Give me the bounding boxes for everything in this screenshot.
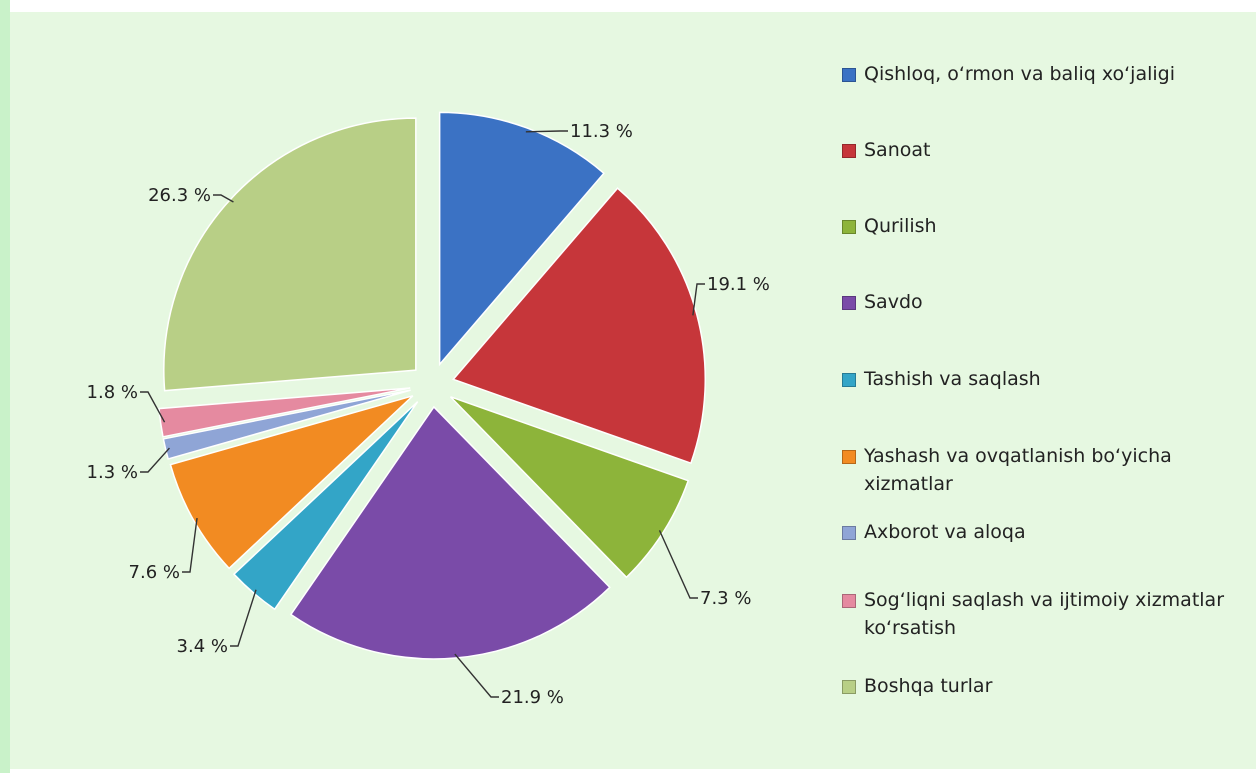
legend-label-9: Boshqa turlar bbox=[864, 675, 993, 697]
pie-slice-6 bbox=[169, 395, 414, 570]
pie-slice-3 bbox=[450, 396, 690, 579]
legend-item-8: Sog‘liqni saqlash va ijtimoiy xizmatlar … bbox=[842, 586, 1234, 642]
data-label-2: 19.1 % bbox=[707, 274, 770, 295]
data-label-9: 26.3 % bbox=[148, 185, 211, 206]
legend-item-4: Savdo bbox=[842, 288, 1234, 316]
legend-swatch-4 bbox=[842, 296, 856, 310]
legend-label-3: Qurilish bbox=[864, 215, 937, 237]
legend-item-7: Axborot va aloqa bbox=[842, 518, 1234, 546]
legend-label-1: Qishloq, o‘rmon va baliq xo‘jaligi bbox=[864, 63, 1176, 85]
legend-item-9: Boshqa turlar bbox=[842, 672, 1234, 700]
leader-line-8 bbox=[140, 391, 166, 423]
data-label-3: 7.3 % bbox=[700, 588, 751, 609]
legend-swatch-8 bbox=[842, 594, 856, 608]
legend-item-6: Yashash va ovqatlanish bo‘yicha xizmatla… bbox=[842, 442, 1234, 498]
legend-item-5: Tashish va saqlash bbox=[842, 365, 1234, 393]
data-label-4: 21.9 % bbox=[501, 687, 564, 708]
leader-line-1 bbox=[525, 130, 568, 133]
leader-line-3 bbox=[658, 530, 698, 599]
legend-label-2: Sanoat bbox=[864, 139, 931, 161]
legend-label-7: Axborot va aloqa bbox=[864, 521, 1026, 543]
legend-swatch-5 bbox=[842, 373, 856, 387]
leader-line-7 bbox=[140, 447, 170, 473]
legend-swatch-3 bbox=[842, 220, 856, 234]
leader-line-9 bbox=[213, 194, 234, 203]
pie-slices bbox=[158, 111, 706, 660]
legend-item-2: Sanoat bbox=[842, 136, 1234, 164]
legend-item-3: Qurilish bbox=[842, 212, 1234, 240]
legend-label-5: Tashish va saqlash bbox=[864, 368, 1041, 390]
pie-slice-7 bbox=[162, 389, 411, 460]
legend-label-4: Savdo bbox=[864, 291, 923, 313]
pie-slice-5 bbox=[232, 401, 419, 611]
pie-slice-9 bbox=[163, 117, 417, 392]
legend-swatch-7 bbox=[842, 526, 856, 540]
data-label-8: 1.8 % bbox=[87, 382, 138, 403]
legend-swatch-2 bbox=[842, 144, 856, 158]
pie-slice-2 bbox=[451, 187, 706, 465]
pie-slice-1 bbox=[438, 111, 605, 367]
left-edge-bar bbox=[0, 0, 10, 773]
leader-lines bbox=[140, 130, 705, 698]
data-labels: 11.3 % 19.1 % 7.3 % 21.9 % 3.4 % 7.6 % 1.3 % 1.… bbox=[87, 121, 770, 708]
pie-slice-8 bbox=[158, 387, 411, 438]
data-label-6: 7.6 % bbox=[129, 562, 180, 583]
data-label-1: 11.3 % bbox=[570, 121, 633, 142]
data-label-5: 3.4 % bbox=[177, 636, 228, 657]
legend-label-6: Yashash va ovqatlanish bo‘yicha xizmatla… bbox=[864, 445, 1172, 495]
pie-slice-4 bbox=[289, 405, 611, 660]
leader-line-4 bbox=[454, 653, 499, 698]
leader-line-2 bbox=[692, 283, 705, 316]
data-label-7: 1.3 % bbox=[87, 462, 138, 483]
legend-swatch-9 bbox=[842, 680, 856, 694]
legend-swatch-1 bbox=[842, 68, 856, 82]
leader-line-5 bbox=[230, 589, 257, 647]
legend-label-8: Sog‘liqni saqlash va ijtimoiy xizmatlar … bbox=[864, 589, 1225, 639]
legend-swatch-6 bbox=[842, 450, 856, 464]
leader-line-6 bbox=[182, 517, 198, 573]
legend-item-1: Qishloq, o‘rmon va baliq xo‘jaligi bbox=[842, 60, 1234, 88]
